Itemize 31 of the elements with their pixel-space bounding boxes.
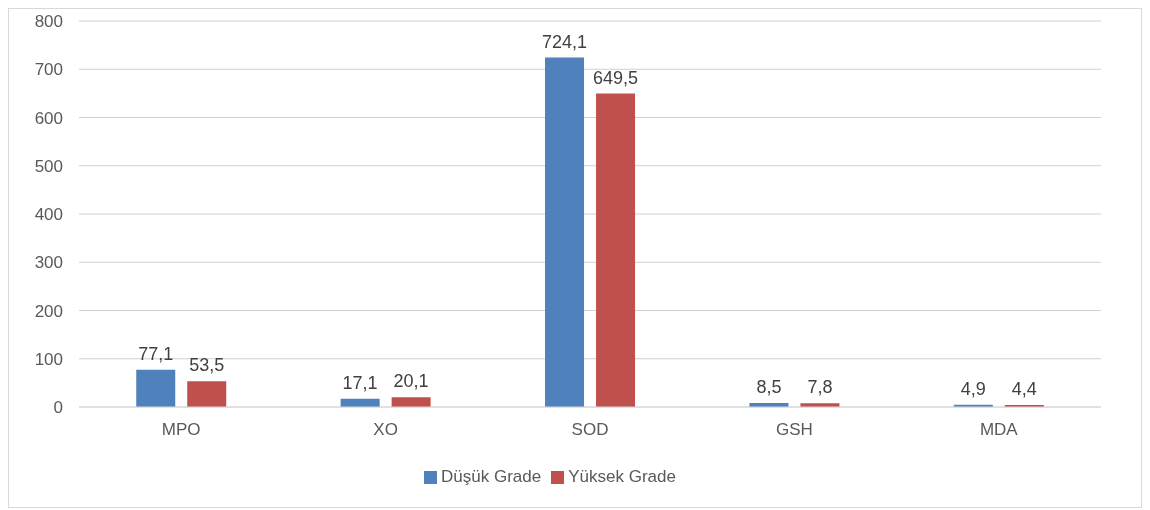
x-tick-label: SOD bbox=[571, 420, 609, 440]
x-tick-label: GSH bbox=[775, 420, 813, 440]
bar bbox=[596, 93, 636, 407]
y-tick-label: 300 bbox=[34, 253, 63, 273]
data-label: 17,1 bbox=[342, 372, 378, 393]
data-label: 20,1 bbox=[393, 371, 429, 392]
data-label: 77,1 bbox=[138, 343, 174, 364]
data-label: 649,5 bbox=[593, 67, 639, 88]
bar bbox=[187, 381, 227, 407]
y-tick-label: 700 bbox=[34, 60, 63, 80]
legend-label: Düşük Grade bbox=[441, 467, 542, 486]
data-label: 4,4 bbox=[1011, 378, 1037, 399]
y-tick-label: 800 bbox=[34, 12, 63, 32]
x-tick-label: MDA bbox=[979, 420, 1019, 440]
data-label: 8,5 bbox=[756, 376, 782, 397]
data-label: 53,5 bbox=[189, 355, 225, 376]
bar bbox=[391, 397, 431, 407]
y-tick-label: 500 bbox=[34, 156, 63, 176]
bar bbox=[545, 57, 585, 407]
data-label: 4,9 bbox=[960, 378, 986, 399]
y-tick-label: 200 bbox=[34, 301, 63, 321]
data-label: 724,1 bbox=[542, 31, 588, 52]
y-tick-label: 400 bbox=[34, 205, 63, 225]
y-tick-label: 0 bbox=[53, 398, 63, 418]
data-label: 7,8 bbox=[807, 377, 833, 398]
bar bbox=[136, 369, 176, 407]
legend-label: Yüksek Grade bbox=[568, 467, 676, 486]
x-tick-label: MPO bbox=[161, 420, 201, 440]
x-tick-label: XO bbox=[373, 420, 398, 440]
y-tick-label: 600 bbox=[34, 108, 63, 128]
y-tick-label: 100 bbox=[34, 349, 63, 369]
